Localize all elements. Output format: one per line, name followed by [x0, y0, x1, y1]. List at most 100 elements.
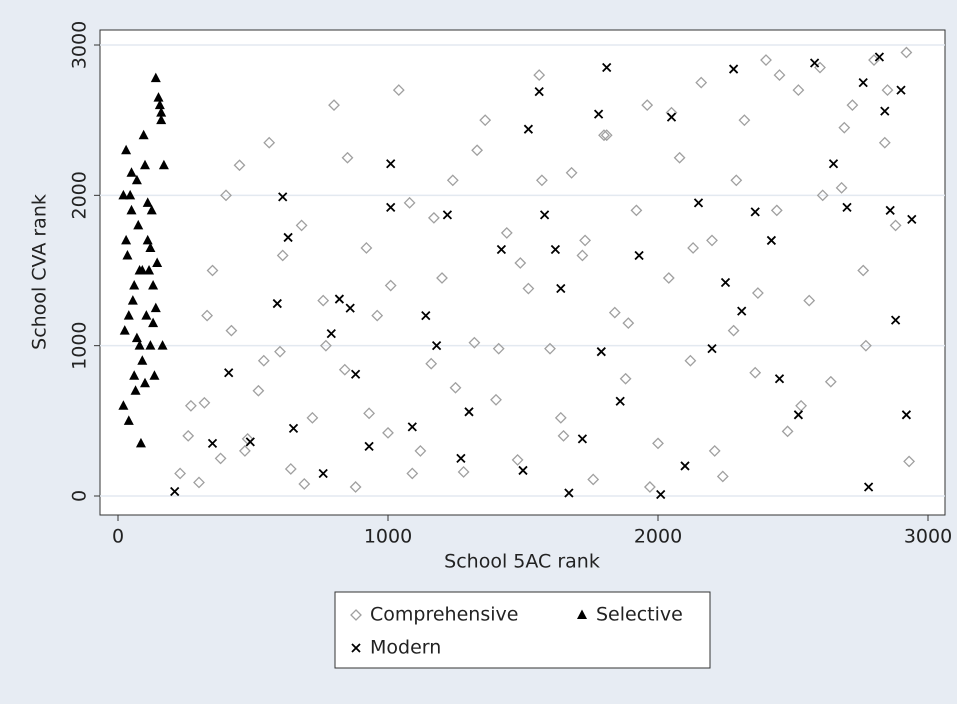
point [140, 377, 150, 388]
point [774, 374, 785, 384]
point [198, 396, 211, 409]
point [662, 272, 675, 284]
y-tick-label: 0 [69, 490, 91, 502]
point [364, 441, 374, 452]
point [602, 62, 612, 73]
legend-label: Selective [596, 604, 683, 626]
point [479, 114, 492, 127]
legend-label: Comprehensive [370, 604, 518, 626]
point [857, 264, 870, 277]
point [706, 234, 718, 247]
point [564, 488, 574, 498]
point [140, 159, 150, 170]
point [148, 317, 159, 328]
point [544, 342, 556, 355]
plot-area [99, 29, 946, 516]
point [760, 54, 772, 66]
point [496, 244, 507, 255]
point [371, 309, 384, 322]
point [276, 249, 289, 262]
point [146, 204, 157, 215]
point [123, 310, 134, 320]
point [414, 444, 427, 457]
point [326, 329, 336, 339]
point [587, 473, 600, 486]
point [738, 114, 751, 127]
point [284, 463, 297, 475]
point [119, 325, 130, 335]
point [158, 159, 169, 170]
point [118, 189, 129, 200]
point [809, 58, 820, 68]
point [858, 77, 868, 88]
legend-label: Modern [370, 637, 441, 659]
point [449, 381, 462, 394]
point [533, 69, 546, 81]
point [392, 84, 405, 97]
point [431, 341, 442, 351]
point [141, 310, 152, 320]
point [345, 303, 355, 313]
point [907, 214, 917, 225]
point [137, 355, 148, 365]
point [464, 407, 474, 417]
point [156, 114, 167, 125]
point [207, 438, 218, 449]
point [201, 309, 214, 322]
point [442, 210, 453, 220]
point [427, 211, 440, 224]
point [252, 384, 265, 397]
point [386, 202, 396, 212]
point [272, 298, 282, 309]
point [793, 410, 804, 420]
point [593, 109, 604, 119]
point [751, 287, 764, 299]
point [318, 468, 328, 479]
point [577, 434, 588, 444]
point [539, 210, 550, 220]
point [490, 393, 502, 406]
point [138, 129, 149, 140]
point [145, 340, 156, 350]
point [901, 410, 912, 420]
point [118, 400, 129, 410]
point [170, 486, 180, 497]
point [554, 411, 567, 424]
point [456, 453, 466, 464]
point [193, 476, 205, 489]
point [338, 363, 351, 376]
point [245, 437, 255, 447]
legend-marker [351, 643, 361, 653]
point [238, 444, 251, 457]
point [608, 306, 621, 319]
point [737, 306, 747, 316]
point [770, 204, 783, 217]
legend-marker [350, 609, 362, 621]
point [131, 174, 142, 185]
legend-marker [577, 609, 587, 619]
point [220, 189, 232, 202]
point [556, 283, 566, 294]
point [795, 399, 808, 412]
point [130, 385, 141, 395]
point [298, 478, 311, 490]
point [306, 411, 319, 424]
point [835, 181, 848, 194]
point [126, 204, 137, 215]
point [137, 265, 148, 275]
point [157, 340, 168, 350]
point [565, 166, 578, 179]
point [142, 197, 153, 207]
point [274, 345, 286, 358]
point [730, 174, 743, 187]
x-tick-label: 3000 [904, 526, 952, 548]
point [184, 399, 197, 412]
point [278, 192, 288, 202]
point [619, 372, 632, 385]
point [263, 136, 276, 149]
point [319, 339, 332, 352]
x-axis-title: School 5AC rank [444, 551, 600, 573]
point [534, 86, 544, 97]
point [727, 324, 740, 337]
